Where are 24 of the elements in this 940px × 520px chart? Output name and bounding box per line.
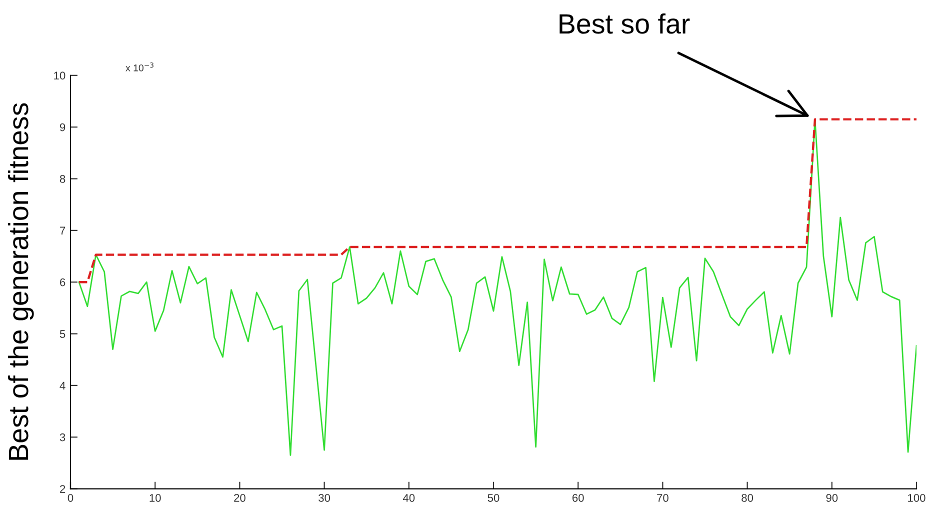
x-tick-label: 100 xyxy=(908,494,926,502)
y-tick-label: 5 xyxy=(60,330,66,338)
y-axis-title: Best of the generation fitness xyxy=(8,103,34,460)
x-tick-label: 80 xyxy=(742,494,754,502)
x-tick-label: 90 xyxy=(826,494,838,502)
y-tick-label: 2 xyxy=(60,485,66,493)
text: x 10$^{−3}$ xyxy=(126,62,154,72)
annotation: Best so far xyxy=(560,13,690,34)
x-tick-label: 0 xyxy=(68,494,74,502)
y-tick-label: 10 xyxy=(54,72,66,80)
y-tick-label: 6 xyxy=(60,278,66,286)
x-tick-label: 30 xyxy=(318,494,330,502)
y-tick-label: 7 xyxy=(60,226,66,234)
y-tick-label: 9 xyxy=(60,123,66,132)
y-tick-label: 3 xyxy=(60,433,66,442)
x-tick-label: 50 xyxy=(488,494,500,502)
x-tick-label: 40 xyxy=(402,494,415,502)
x-tick-label: 10 xyxy=(150,494,161,502)
y-tick-label: 8 xyxy=(60,175,66,183)
y-tick-label: 4 xyxy=(60,382,66,390)
x-tick-label: 60 xyxy=(572,494,584,502)
x-tick-label: 70 xyxy=(657,494,668,502)
line-series xyxy=(78,118,916,284)
x-tick-label: 20 xyxy=(234,494,246,502)
